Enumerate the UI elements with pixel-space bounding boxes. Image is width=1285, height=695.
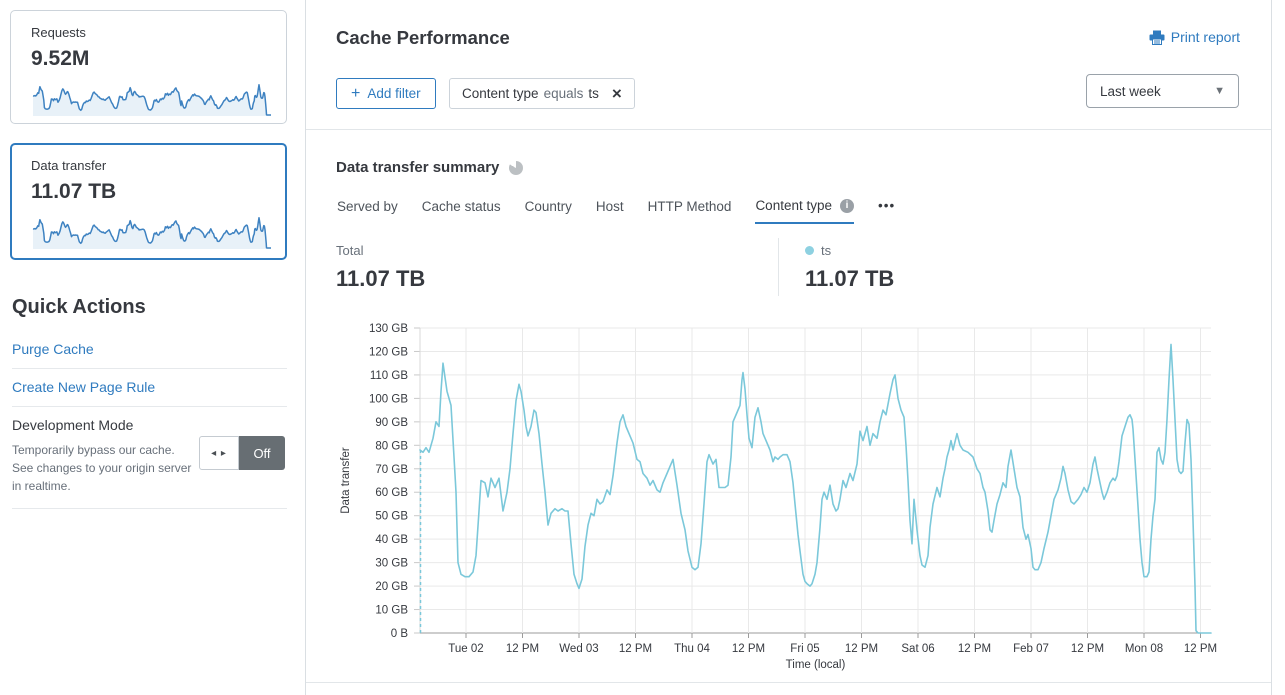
add-filter-label: Add filter xyxy=(367,86,421,101)
ts-legend-dot-icon xyxy=(805,246,814,255)
svg-text:12 PM: 12 PM xyxy=(845,643,878,655)
metric-card-requests[interactable]: Requests 9.52M xyxy=(10,10,287,124)
svg-text:Fri 05: Fri 05 xyxy=(790,643,819,655)
tab-country[interactable]: Country xyxy=(524,199,572,214)
svg-text:110 GB: 110 GB xyxy=(370,370,408,382)
right-edge-divider xyxy=(1271,0,1272,695)
summary-tabs: Served by Cache status Country Host HTTP… xyxy=(337,198,895,224)
sidebar-divider xyxy=(305,0,306,695)
print-report-button[interactable]: Print report xyxy=(1149,29,1240,45)
svg-text:Mon 08: Mon 08 xyxy=(1125,643,1163,655)
svg-text:20 GB: 20 GB xyxy=(375,581,408,593)
svg-text:90 GB: 90 GB xyxy=(375,417,408,429)
quick-actions-title: Quick Actions xyxy=(12,296,146,318)
metric-card-value: 9.52M xyxy=(31,47,90,70)
svg-text:130 GB: 130 GB xyxy=(369,323,408,335)
svg-text:12 PM: 12 PM xyxy=(958,643,991,655)
summary-title-row: Data transfer summary xyxy=(336,159,524,176)
page-title: Cache Performance xyxy=(336,27,510,48)
chart-bottom-divider xyxy=(306,682,1271,683)
metric-card-label: Requests xyxy=(31,25,86,40)
svg-text:100 GB: 100 GB xyxy=(369,393,408,405)
tab-content-type[interactable]: Content type i xyxy=(755,198,854,224)
svg-text:Sat 06: Sat 06 xyxy=(901,643,934,655)
tab-cache-status[interactable]: Cache status xyxy=(421,199,501,214)
divider xyxy=(12,368,287,369)
filter-chip-content-type[interactable]: Content type equals ts × xyxy=(449,78,635,109)
development-mode-toggle[interactable]: ◂ ▸ Off xyxy=(199,436,285,470)
purge-cache-link[interactable]: Purge Cache xyxy=(12,341,94,357)
metric-card-label: Data transfer xyxy=(31,158,107,173)
summary-title: Data transfer summary xyxy=(336,159,500,176)
svg-text:12 PM: 12 PM xyxy=(732,643,765,655)
svg-text:40 GB: 40 GB xyxy=(375,534,408,546)
main-chart: 0 B 10 GB 20 GB 30 GB 40 GB 50 GB 60 GB 70 GB 80… xyxy=(340,323,1217,671)
svg-text:Time (local): Time (local) xyxy=(786,659,846,671)
divider xyxy=(12,406,287,407)
svg-text:Data transfer: Data transfer xyxy=(340,447,352,514)
svg-text:0 B: 0 B xyxy=(391,628,409,640)
tab-host[interactable]: Host xyxy=(595,199,624,214)
svg-text:10 GB: 10 GB xyxy=(375,605,408,617)
svg-text:Thu 04: Thu 04 xyxy=(674,643,710,655)
remove-filter-icon[interactable]: × xyxy=(611,84,622,103)
more-tabs-button[interactable]: ••• xyxy=(878,198,896,213)
svg-text:30 GB: 30 GB xyxy=(375,558,408,570)
svg-text:80 GB: 80 GB xyxy=(375,440,408,452)
filter-operator: equals xyxy=(543,86,584,101)
filter-field: Content type xyxy=(462,86,539,101)
pie-chart-icon xyxy=(509,160,524,175)
svg-text:Feb 07: Feb 07 xyxy=(1013,643,1049,655)
legend-divider xyxy=(778,238,779,296)
total-label: Total xyxy=(336,243,364,258)
header-divider xyxy=(306,129,1271,130)
time-range-select[interactable]: Last week ▼ xyxy=(1086,74,1239,108)
data-transfer-sparkline xyxy=(32,216,271,249)
svg-text:12 PM: 12 PM xyxy=(619,643,652,655)
svg-text:12 PM: 12 PM xyxy=(1071,643,1104,655)
total-value: 11.07 TB xyxy=(336,266,426,291)
svg-text:60 GB: 60 GB xyxy=(375,487,408,499)
info-icon[interactable]: i xyxy=(840,198,854,213)
toggle-arrows-icon: ◂ ▸ xyxy=(199,436,239,470)
printer-icon xyxy=(1149,30,1165,45)
toggle-state-label: Off xyxy=(239,436,285,470)
series-label: ts xyxy=(821,243,832,258)
development-mode-title: Development Mode xyxy=(12,417,134,433)
svg-text:120 GB: 120 GB xyxy=(369,346,408,358)
add-filter-button[interactable]: + Add filter xyxy=(336,78,436,109)
svg-text:Tue 02: Tue 02 xyxy=(448,643,483,655)
chevron-down-icon: ▼ xyxy=(1214,85,1225,97)
svg-text:12 PM: 12 PM xyxy=(1184,643,1217,655)
time-range-value: Last week xyxy=(1100,83,1161,99)
tab-http-method[interactable]: HTTP Method xyxy=(647,199,732,214)
plus-icon: + xyxy=(351,84,361,102)
series-legend: ts xyxy=(805,243,831,258)
create-page-rule-link[interactable]: Create New Page Rule xyxy=(12,379,156,395)
filter-value: ts xyxy=(588,86,599,101)
divider xyxy=(12,508,287,509)
print-report-label: Print report xyxy=(1170,29,1240,45)
tab-served-by[interactable]: Served by xyxy=(337,199,398,214)
development-mode-description: Temporarily bypass our cache. See change… xyxy=(12,443,192,493)
svg-text:Wed 03: Wed 03 xyxy=(559,643,598,655)
metric-card-data-transfer[interactable]: Data transfer 11.07 TB xyxy=(10,143,287,260)
requests-sparkline xyxy=(32,83,271,116)
series-value: 11.07 TB xyxy=(805,266,895,291)
metric-card-value: 11.07 TB xyxy=(31,180,117,203)
svg-text:50 GB: 50 GB xyxy=(375,511,408,523)
svg-text:70 GB: 70 GB xyxy=(375,464,408,476)
svg-text:12 PM: 12 PM xyxy=(506,643,539,655)
